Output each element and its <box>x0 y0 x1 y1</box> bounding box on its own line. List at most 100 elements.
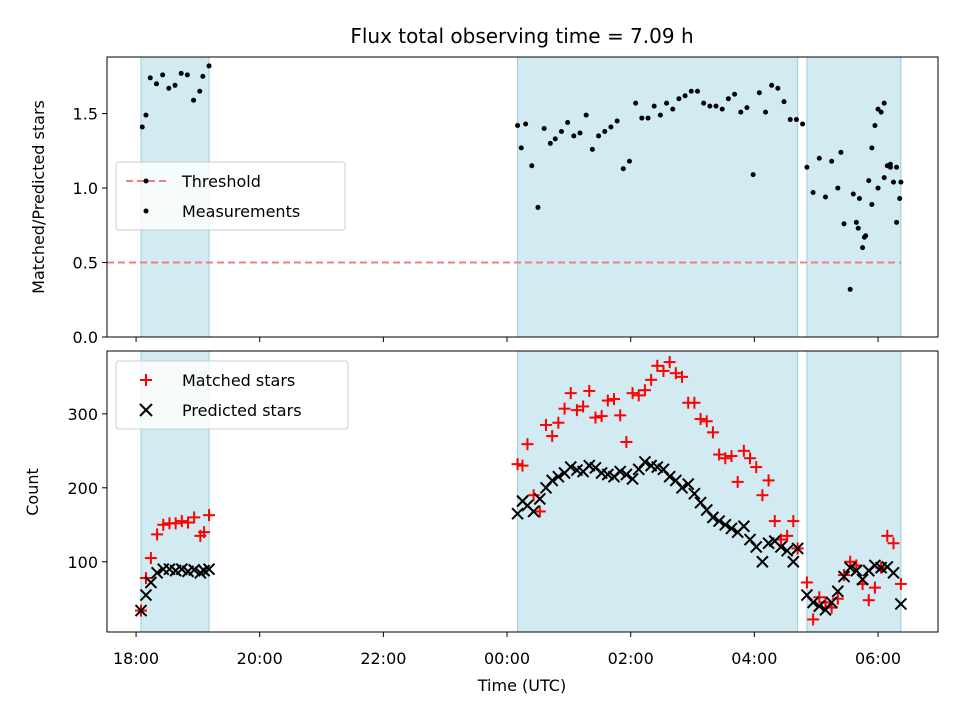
matched-star-point <box>663 356 676 369</box>
legend-measurements-label: Measurements <box>182 202 300 221</box>
measurement-point <box>829 158 835 164</box>
measurement-point <box>583 112 589 118</box>
matched-star-point <box>838 569 851 582</box>
matched-star-point <box>807 613 820 626</box>
y-tick-label: 1.0 <box>73 179 98 198</box>
legend-ratio: Threshold Measurements <box>115 161 346 231</box>
matched-star-point <box>589 411 602 424</box>
measurement-point <box>200 73 206 79</box>
matched-star-point <box>570 404 583 417</box>
matched-star-point <box>645 373 658 386</box>
predicted-star-point <box>626 472 639 486</box>
panel-count: 100 200 300 18:00 20:00 22:00 00:00 02:00 04:00… <box>23 350 939 695</box>
y-axis-ticks-ratio: 0.0 0.5 1.0 1.5 <box>73 105 107 347</box>
matched-star-point <box>595 410 608 423</box>
matched-star-point <box>558 402 571 415</box>
matched-star-point <box>552 416 565 429</box>
predicted-star-point <box>134 604 148 617</box>
measurement-point <box>822 194 828 200</box>
matched-star-point <box>719 452 732 465</box>
measurement-point <box>853 219 859 225</box>
predicted-star-point <box>787 555 800 568</box>
matched-star-point <box>638 384 651 397</box>
measurement-point <box>657 112 663 118</box>
y-tick-label: 1.5 <box>73 105 98 124</box>
predicted-star-point <box>737 520 751 533</box>
matched-star-point <box>844 555 857 568</box>
measurement-point <box>847 286 853 292</box>
matched-star-point <box>533 505 546 518</box>
measurement-point <box>898 179 904 185</box>
y-tick-label: 200 <box>67 479 98 498</box>
measurement-point <box>166 85 172 91</box>
measurement-point <box>850 191 856 197</box>
legend-measurements-marker <box>143 208 149 214</box>
matched-star-point <box>700 415 713 428</box>
measurement-point <box>894 219 900 225</box>
predicted-star-point <box>750 540 763 554</box>
matched-star-point <box>651 359 664 372</box>
measurement-point <box>153 81 159 87</box>
predicted-star-point <box>150 566 164 580</box>
measurement-point <box>608 124 614 130</box>
measurement-point <box>688 88 694 94</box>
predicted-star-point <box>780 544 794 557</box>
y-axis-label-ratio: Matched/Predicted stars <box>29 100 48 294</box>
matched-star-point <box>688 396 701 409</box>
measurement-point <box>863 233 869 239</box>
panel-ratio: 0.0 0.5 1.0 1.5 Matched/Predicted stars Thr… <box>29 56 939 347</box>
measurement-point <box>793 117 799 123</box>
observing-window <box>517 56 799 338</box>
measurement-point <box>518 145 524 151</box>
predicted-star-point <box>187 563 201 577</box>
measurement-point <box>744 105 750 111</box>
measurement-point <box>143 112 149 118</box>
predicted-star-point <box>850 564 863 577</box>
measurement-point <box>725 96 731 102</box>
matched-star-point <box>750 461 763 474</box>
predicted-star-point <box>613 465 627 478</box>
matched-star-point <box>608 393 621 406</box>
matched-star-point <box>181 516 194 529</box>
matched-star-point <box>800 576 813 589</box>
measurement-point <box>707 103 713 109</box>
predicted-star-point <box>813 599 826 613</box>
measurement-point <box>639 115 645 121</box>
x-axis-label: Time (UTC) <box>477 676 566 695</box>
measurement-point <box>875 185 881 191</box>
matched-star-point <box>546 430 559 443</box>
predicted-star-point <box>663 470 676 483</box>
matched-star-point <box>577 400 590 413</box>
predicted-star-point <box>545 474 559 487</box>
measurement-point <box>804 164 810 170</box>
measurement-point <box>860 245 866 251</box>
predicted-star-point <box>638 455 652 469</box>
measurement-point <box>769 82 775 88</box>
matched-star-point <box>713 448 726 461</box>
legend-predicted-label: Predicted stars <box>182 401 302 420</box>
predicted-stars-series <box>134 455 908 617</box>
predicted-star-point <box>527 505 540 518</box>
measurement-point <box>523 121 529 127</box>
measurement-point <box>547 140 553 146</box>
matched-star-point <box>756 489 769 502</box>
measurement-point <box>872 123 878 129</box>
predicted-star-point <box>712 514 726 528</box>
matched-star-point <box>768 515 781 528</box>
matched-star-point <box>819 596 832 609</box>
measurement-point <box>178 70 184 76</box>
predicted-star-point <box>139 588 153 602</box>
predicted-star-point <box>831 585 845 598</box>
measurement-point <box>878 109 884 115</box>
measurement-point <box>781 99 787 105</box>
matched-star-point <box>894 577 907 590</box>
matched-star-point <box>694 413 707 426</box>
measurement-point <box>676 96 682 102</box>
y-axis-label-count: Count <box>23 468 42 516</box>
y-tick-label: 100 <box>67 553 98 572</box>
measurement-point <box>881 175 887 181</box>
matched-star-point <box>601 394 614 407</box>
measurement-point <box>664 100 670 106</box>
predicted-star-point <box>791 542 804 555</box>
